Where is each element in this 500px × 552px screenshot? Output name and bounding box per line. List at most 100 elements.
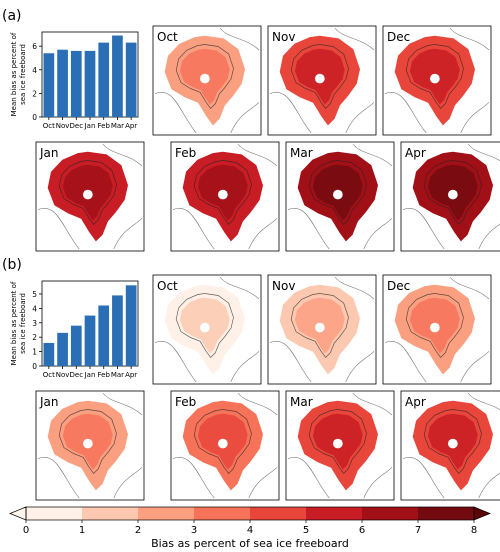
pole-hole [332, 189, 343, 200]
bar-feb [98, 305, 110, 366]
y-tick-label: 4 [32, 304, 37, 313]
colorbar-segment-0 [26, 507, 83, 520]
coastline [402, 456, 445, 499]
map-month-label: Apr [405, 146, 426, 160]
colorbar-segment-3 [194, 507, 251, 520]
bar-jan [84, 315, 96, 366]
bar-nov [57, 49, 68, 118]
y-axis-label-line1: Mean bias as percent of [10, 32, 18, 116]
coastline [237, 392, 278, 416]
panel-label: (a) [2, 8, 22, 24]
colorbar-segment-1 [82, 507, 139, 520]
coastline [172, 207, 215, 250]
colorbar-segment-2 [138, 507, 195, 520]
coastline [269, 340, 312, 383]
bar-oct [43, 53, 55, 117]
map-oct: Oct [152, 274, 262, 385]
y-tick-label: 6 [32, 42, 37, 51]
ice-edge-contour [175, 44, 234, 110]
bar-oct [43, 342, 55, 366]
bar-chart: 0 1 2 3 4 5 Oct Nov Dec Jan Feb Mar Apr Mean bias as … [10, 280, 139, 379]
coastline [384, 340, 427, 383]
bar-dec [70, 325, 82, 366]
y-tick-label: 0 [32, 113, 37, 122]
map-feb: Feb [170, 141, 280, 252]
coastline [352, 392, 393, 416]
coastline [467, 143, 500, 162]
coastline [345, 102, 375, 134]
colorbar: 0 1 2 3 4 5 6 7 8 Bias as percent of sea ice free… [9, 506, 491, 550]
pole-hole [447, 189, 458, 200]
ice-edge-contour [58, 160, 117, 226]
map-dec: Dec [382, 25, 492, 136]
x-tick-label: Dec [70, 122, 84, 130]
map-month-label: Oct [157, 279, 178, 293]
map-mar: Mar [285, 141, 395, 252]
y-tick-label: 5 [32, 290, 37, 299]
x-tick-label: Jan [84, 122, 96, 130]
bar-apr [125, 285, 137, 366]
colorbar-min-arrow [9, 506, 27, 521]
bar-mar [112, 295, 123, 366]
x-tick-label: Mar [111, 122, 124, 130]
map-nov: Nov [267, 25, 377, 136]
coastline [219, 27, 260, 51]
coastline [460, 351, 490, 383]
coastline [467, 392, 500, 411]
map-month-label: Jan [39, 395, 59, 409]
bar-apr [125, 42, 137, 117]
ice-edge-contour [175, 293, 234, 359]
pole-hole [429, 322, 440, 333]
bar-chart: 0 2 4 6 Oct Nov Dec Jan Feb Mar Apr Mean bias as pe… [10, 31, 139, 130]
y-axis-label-line1: Mean bias as percent of [10, 281, 18, 365]
map-apr: Apr [400, 390, 500, 501]
ice-edge-contour [308, 409, 367, 475]
coastline [363, 218, 393, 250]
y-tick-label: 1 [32, 348, 37, 357]
map-month-label: Feb [175, 395, 196, 409]
ice-edge-contour [193, 409, 252, 475]
coastline [102, 392, 143, 416]
ice-edge-contour [308, 160, 367, 226]
y-axis-label: Mean bias as percent ofsea ice freeboard [10, 281, 27, 365]
coastline [352, 143, 393, 167]
colorbar-segment-5 [306, 507, 363, 520]
map-jan: Jan [35, 141, 145, 252]
map-mar: Mar [285, 390, 395, 501]
colorbar-tick-label: 5 [303, 525, 309, 536]
x-tick-label: Feb [98, 122, 111, 130]
map-apr: Apr [400, 141, 500, 252]
y-axis-label: Mean bias as percent ofsea ice freeboard [10, 32, 27, 116]
colorbar-tick-label: 1 [79, 525, 85, 536]
bar-nov [57, 332, 68, 366]
ice-edge-contour [58, 409, 117, 475]
x-tick-label: Oct [43, 122, 55, 130]
coastline [37, 207, 80, 250]
coastline [334, 27, 375, 51]
y-tick-label: 2 [32, 89, 37, 98]
coastline [478, 472, 500, 499]
coastline [237, 143, 278, 167]
coastline [154, 91, 197, 134]
map-month-label: Dec [387, 30, 410, 44]
map-dec: Dec [382, 274, 492, 385]
y-tick-label: 0 [32, 362, 37, 371]
map-month-label: Mar [290, 395, 313, 409]
coastline [478, 223, 500, 250]
coastline [287, 456, 330, 499]
map-month-label: Nov [272, 279, 295, 293]
ice-edge-contour [290, 293, 349, 359]
colorbar-tick-label: 4 [247, 525, 253, 536]
coastline [384, 91, 427, 134]
x-tick-label: Dec [70, 371, 84, 379]
coastline [219, 276, 260, 300]
x-tick-label: Mar [111, 371, 124, 379]
coastline [363, 467, 393, 499]
ice-edge-contour [405, 44, 464, 110]
pole-hole [199, 73, 210, 84]
y-axis-label-line2: sea ice freeboard [19, 293, 27, 354]
x-tick-label: Oct [43, 371, 55, 379]
coastline [37, 456, 80, 499]
panel-label: (b) [2, 257, 22, 273]
colorbar-tick-label: 3 [191, 525, 197, 536]
